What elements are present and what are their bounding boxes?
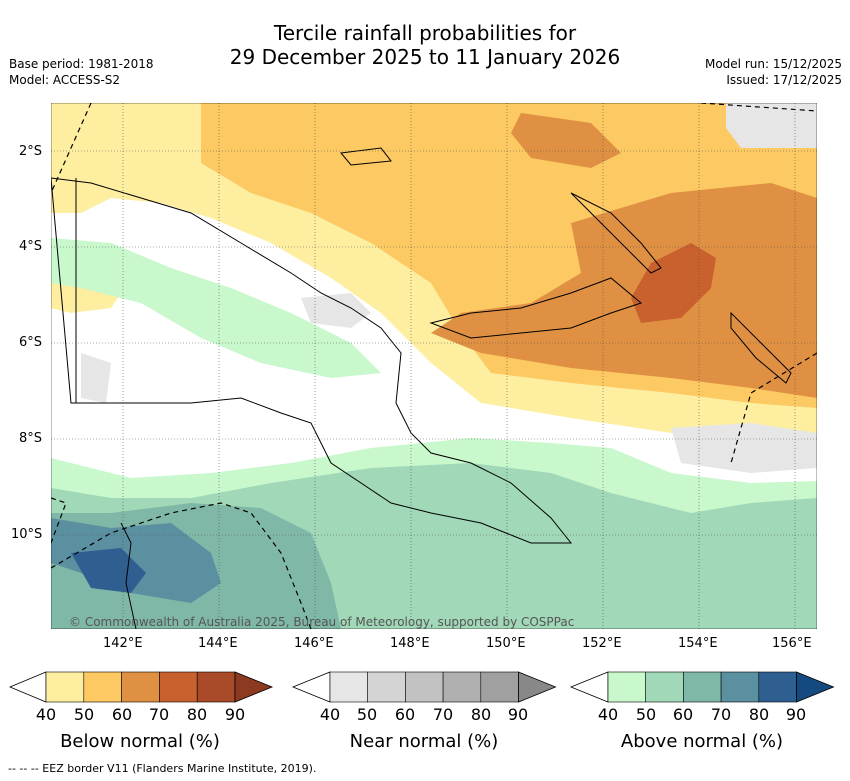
model-run: Model run: 15/12/2025 (704, 57, 842, 71)
cbar-tick: 60 (394, 705, 416, 724)
colorbars (8, 671, 835, 703)
base-period: Base period: 1981-2018 (9, 57, 154, 71)
eez-border-southwest (51, 502, 312, 629)
colorbar-segment (405, 671, 444, 703)
colorbar-low-extension (569, 671, 609, 703)
lat-tick: 8°S (19, 431, 43, 446)
cbar-tick: 80 (748, 705, 770, 724)
cbar-tick: 50 (73, 705, 95, 724)
colorbar-near-normal (291, 671, 557, 703)
cbar-tick: 90 (507, 705, 529, 724)
above-normal-70-region (51, 518, 221, 603)
cbar-tick: 50 (635, 705, 657, 724)
colorbar-segment (45, 671, 85, 703)
eez-border-northeast (700, 103, 817, 112)
cbar-tick: 80 (470, 705, 492, 724)
near-normal-40-se (671, 423, 817, 473)
colorbar-high-extension (796, 671, 835, 703)
title-line-2: 29 December 2025 to 11 January 2026 (229, 45, 621, 69)
below-normal-70-region (631, 243, 716, 323)
coastlines (51, 147, 792, 629)
cbar-tick: 40 (597, 705, 619, 724)
lat-tick: 4°S (19, 239, 43, 254)
eez-borders (51, 103, 817, 629)
lat-tick: 6°S (19, 335, 43, 350)
colorbar-segment (367, 671, 406, 703)
eez-footer-note: -- -- -- EEZ border V11 (Flanders Marine… (8, 762, 317, 775)
colorbar-segment (607, 671, 647, 703)
near-normal-40-ne (726, 103, 817, 148)
cbar-tick: 40 (319, 705, 341, 724)
cbar-tick: 50 (356, 705, 378, 724)
colorbar-segment (758, 671, 797, 703)
colorbar-high-extension (234, 671, 274, 703)
lon-tick: 156°E (772, 636, 812, 651)
colorbar-label-above: Above normal (%) (620, 731, 784, 752)
cbar-tick: 80 (186, 705, 208, 724)
lon-tick: 152°E (582, 636, 622, 651)
cbar-tick: 60 (672, 705, 694, 724)
lon-tick: 154°E (678, 636, 718, 651)
lon-tick: 144°E (198, 636, 238, 651)
lon-tick: 150°E (486, 636, 526, 651)
lon-tick: 146°E (294, 636, 334, 651)
manus-coast (340, 147, 392, 166)
australia-north-coast (120, 522, 137, 629)
colorbar-segment (159, 671, 198, 703)
model-name: Model: ACCESS-S2 (9, 73, 121, 87)
colorbar-high-extension (518, 671, 557, 703)
cbar-tick: 70 (148, 705, 170, 724)
lat-tick: 10°S (11, 527, 43, 542)
colorbar-low-extension (8, 671, 47, 703)
lon-tick: 148°E (390, 636, 430, 651)
cbar-tick: 70 (432, 705, 454, 724)
lon-tick: 142°E (103, 636, 143, 651)
issued-date: Issued: 17/12/2025 (726, 73, 842, 87)
cbar-tick: 90 (224, 705, 246, 724)
new-ireland-coast (570, 192, 662, 274)
colorbar-below-normal (8, 671, 274, 703)
colorbar-segment (683, 671, 722, 703)
colorbar-segment (442, 671, 482, 703)
cbar-tick: 90 (785, 705, 807, 724)
title-line-1: Tercile rainfall probabilities for (273, 21, 577, 45)
new-britain-coast (429, 277, 643, 339)
colorbar-segment (480, 671, 519, 703)
colorbar-label-near: Near normal (%) (349, 731, 499, 752)
below-normal-60-region (431, 113, 817, 398)
cbar-tick: 60 (111, 705, 133, 724)
colorbar-segment (329, 671, 369, 703)
cbar-tick: 40 (35, 705, 57, 724)
above-normal-80-region (71, 548, 146, 593)
new-guinea-coast (51, 177, 573, 544)
colorbar-label-below: Below normal (%) (60, 731, 220, 752)
colorbar-segment (720, 671, 760, 703)
cbar-tick: 70 (710, 705, 732, 724)
lat-tick: 2°S (19, 144, 43, 159)
above-normal-40-north (51, 238, 381, 378)
rainfall-probability-map: © Commonwealth of Australia 2025, Bureau… (51, 103, 817, 629)
colorbar-segment (196, 671, 236, 703)
bougainville-coast (730, 311, 792, 384)
graticule (51, 103, 817, 629)
colorbar-low-extension (291, 671, 331, 703)
eez-border-northwest (51, 103, 92, 194)
map-credit: © Commonwealth of Australia 2025, Bureau… (69, 615, 574, 629)
colorbar-segment (83, 671, 122, 703)
colorbar-segment (645, 671, 684, 703)
colorbar-segment (121, 671, 160, 703)
colorbar-above-normal (569, 671, 835, 703)
